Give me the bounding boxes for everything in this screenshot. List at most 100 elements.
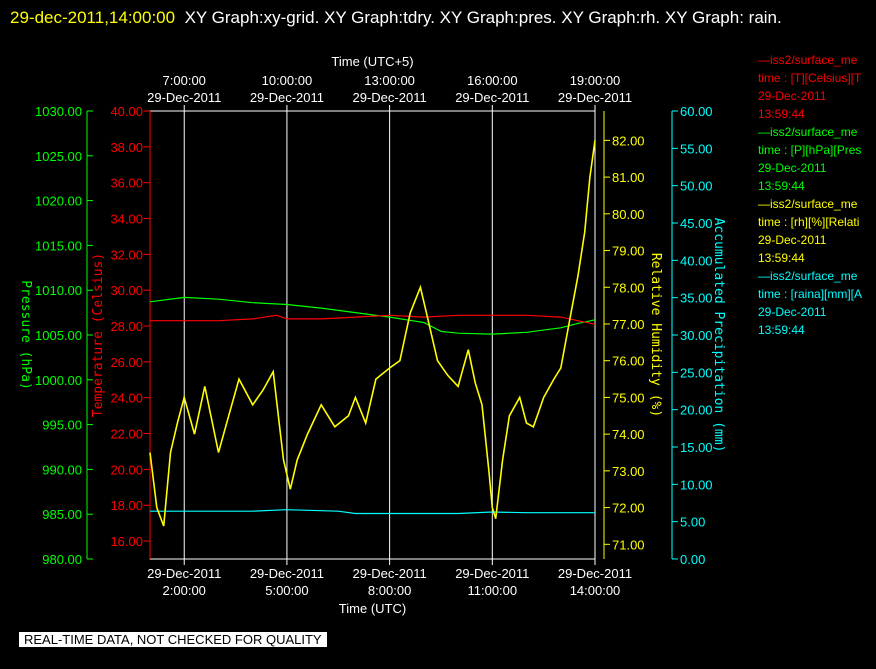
pressure-tick-label: 1005.00 bbox=[35, 328, 82, 343]
legend-pressure: —iss2/surface_me time : [P][hPa][Pres 29… bbox=[758, 123, 876, 195]
legend-pressure-date: 29-Dec-2011 bbox=[758, 161, 827, 175]
top-tick-date: 29-Dec-2011 bbox=[250, 90, 324, 105]
humidity-tick-label: 77.00 bbox=[612, 317, 645, 332]
temperature-axis-title: Temperature (Celsius) bbox=[91, 253, 106, 417]
x-tick-date: 29-Dec-2011 bbox=[353, 566, 427, 581]
precip-tick-label: 50.00 bbox=[680, 179, 713, 194]
legend-precipitation: —iss2/surface_me time : [raina][mm][A 29… bbox=[758, 267, 876, 339]
legend-temperature-name: —iss2/surface_me bbox=[758, 53, 858, 67]
pressure-tick-label: 995.00 bbox=[42, 418, 82, 433]
temperature-tick-label: 22.00 bbox=[110, 427, 143, 442]
humidity-tick-label: 78.00 bbox=[612, 280, 645, 295]
pressure-tick-label: 1000.00 bbox=[35, 373, 82, 388]
top-tick-date: 29-Dec-2011 bbox=[455, 90, 529, 105]
humidity-tick-label: 71.00 bbox=[612, 537, 645, 552]
humidity-tick-label: 72.00 bbox=[612, 501, 645, 516]
humidity-tick-label: 82.00 bbox=[612, 133, 645, 148]
precip-tick-label: 45.00 bbox=[680, 216, 713, 231]
humidity-axis-title: Relative Humidity (%) bbox=[648, 253, 663, 417]
precip-tick-label: 35.00 bbox=[680, 291, 713, 306]
precip-tick-label: 30.00 bbox=[680, 328, 713, 343]
pressure-tick-label: 1020.00 bbox=[35, 194, 82, 209]
humidity-tick-label: 75.00 bbox=[612, 390, 645, 405]
precip-tick-label: 0.00 bbox=[680, 552, 705, 567]
top-tick-date: 29-Dec-2011 bbox=[558, 90, 632, 105]
legend-precipitation-date: 29-Dec-2011 bbox=[758, 305, 827, 319]
x-tick-time: 2:00:00 bbox=[163, 583, 206, 598]
precip-tick-label: 40.00 bbox=[680, 253, 713, 268]
temperature-tick-label: 38.00 bbox=[110, 140, 143, 155]
pressure-tick-label: 990.00 bbox=[42, 462, 82, 477]
x-tick-date: 29-Dec-2011 bbox=[455, 566, 529, 581]
legend-humidity: —iss2/surface_me time : [rh][%][Relati 2… bbox=[758, 195, 876, 267]
pressure-tick-label: 1030.00 bbox=[35, 104, 82, 119]
header-graph-list: XY Graph:xy-grid. XY Graph:tdry. XY Grap… bbox=[184, 8, 782, 27]
chart-header: 29-dec-2011,14:00:00 XY Graph:xy-grid. X… bbox=[10, 4, 860, 31]
legend-humidity-time: 13:59:44 bbox=[758, 251, 805, 265]
x-tick-date: 29-Dec-2011 bbox=[147, 566, 221, 581]
humidity-tick-label: 73.00 bbox=[612, 464, 645, 479]
legend-pressure-name: —iss2/surface_me bbox=[758, 125, 858, 139]
temperature-series-line bbox=[150, 314, 596, 325]
top-tick-time: 7:00:00 bbox=[163, 73, 206, 88]
humidity-tick-label: 76.00 bbox=[612, 354, 645, 369]
x-tick-time: 8:00:00 bbox=[368, 583, 411, 598]
pressure-tick-label: 980.00 bbox=[42, 552, 82, 567]
legend-humidity-name: —iss2/surface_me bbox=[758, 197, 858, 211]
humidity-tick-label: 74.00 bbox=[612, 427, 645, 442]
pressure-tick-label: 985.00 bbox=[42, 507, 82, 522]
humidity-series-line bbox=[149, 140, 596, 527]
legend-precipitation-name: —iss2/surface_me bbox=[758, 269, 858, 283]
precip-tick-label: 55.00 bbox=[680, 141, 713, 156]
temperature-tick-label: 16.00 bbox=[110, 534, 143, 549]
temperature-tick-label: 32.00 bbox=[110, 247, 143, 262]
x-tick-time: 11:00:00 bbox=[467, 583, 517, 598]
pressure-series-line bbox=[149, 296, 596, 335]
top-tick-date: 29-Dec-2011 bbox=[147, 90, 221, 105]
top-axis-title: Time (UTC+5) bbox=[331, 54, 413, 69]
legend-humidity-date: 29-Dec-2011 bbox=[758, 233, 827, 247]
precip-tick-label: 5.00 bbox=[680, 515, 705, 530]
temperature-tick-label: 36.00 bbox=[110, 176, 143, 191]
top-tick-date: 29-Dec-2011 bbox=[353, 90, 427, 105]
top-tick-time: 16:00:00 bbox=[467, 73, 518, 88]
top-tick-time: 19:00:00 bbox=[570, 73, 621, 88]
legend-temperature-date: 29-Dec-2011 bbox=[758, 89, 827, 103]
legend-humidity-detail: time : [rh][%][Relati bbox=[758, 215, 860, 229]
x-axis-title: Time (UTC) bbox=[339, 601, 406, 616]
precip-axis-title: Accumulated Precipitation (mm) bbox=[711, 218, 726, 453]
plot-frame bbox=[149, 110, 596, 560]
precip-tick-label: 10.00 bbox=[680, 477, 713, 492]
quality-warning: REAL-TIME DATA, NOT CHECKED FOR QUALITY bbox=[19, 632, 327, 647]
legend-pressure-time: 13:59:44 bbox=[758, 179, 805, 193]
temperature-tick-label: 40.00 bbox=[110, 104, 143, 119]
x-tick-time: 14:00:00 bbox=[570, 583, 621, 598]
pressure-tick-label: 1015.00 bbox=[35, 238, 82, 253]
temperature-tick-label: 20.00 bbox=[110, 462, 143, 477]
temperature-tick-label: 28.00 bbox=[110, 319, 143, 334]
precip-series-line bbox=[150, 509, 595, 515]
precip-tick-label: 60.00 bbox=[680, 104, 713, 119]
temperature-tick-label: 24.00 bbox=[110, 391, 143, 406]
precip-tick-label: 25.00 bbox=[680, 365, 713, 380]
legend-pressure-detail: time : [P][hPa][Pres bbox=[758, 143, 862, 157]
precip-tick-label: 15.00 bbox=[680, 440, 713, 455]
x-tick-date: 29-Dec-2011 bbox=[558, 566, 632, 581]
temperature-tick-label: 34.00 bbox=[110, 212, 143, 227]
humidity-tick-label: 80.00 bbox=[612, 207, 645, 222]
legend-temperature-detail: time : [T][Celsius][T bbox=[758, 71, 862, 85]
temperature-tick-label: 26.00 bbox=[110, 355, 143, 370]
pressure-tick-label: 1010.00 bbox=[35, 283, 82, 298]
header-timestamp: 29-dec-2011,14:00:00 bbox=[10, 8, 176, 27]
humidity-tick-label: 79.00 bbox=[612, 244, 645, 259]
x-tick-time: 5:00:00 bbox=[265, 583, 308, 598]
x-tick-date: 29-Dec-2011 bbox=[250, 566, 324, 581]
pressure-axis-title: Pressure (hPa) bbox=[18, 280, 33, 390]
legend-temperature: —iss2/surface_me time : [T][Celsius][T 2… bbox=[758, 51, 876, 123]
legend-precipitation-time: 13:59:44 bbox=[758, 323, 805, 337]
top-tick-time: 13:00:00 bbox=[364, 73, 415, 88]
temperature-tick-label: 18.00 bbox=[110, 498, 143, 513]
pressure-tick-label: 1025.00 bbox=[35, 149, 82, 164]
precip-tick-label: 20.00 bbox=[680, 403, 713, 418]
